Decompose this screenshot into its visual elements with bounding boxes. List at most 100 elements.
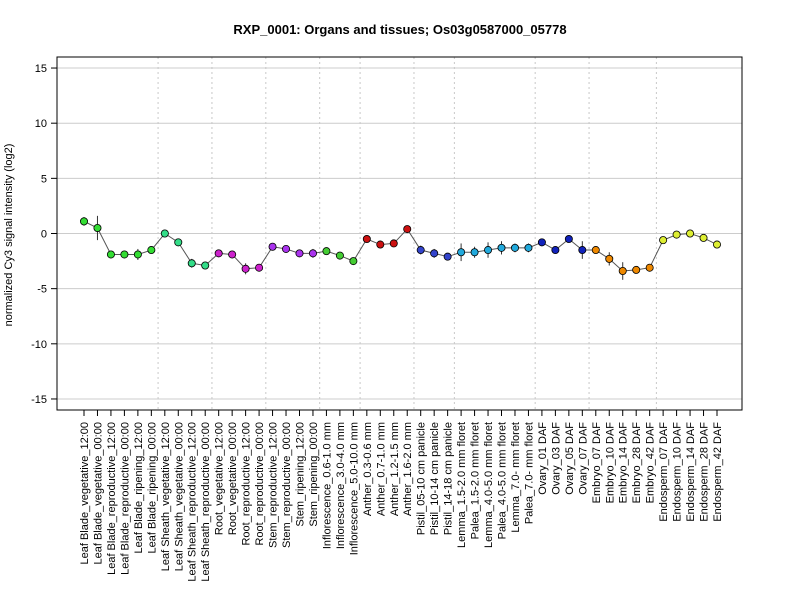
x-tick-label: Leaf Blade_ripening_00:00	[146, 422, 158, 554]
x-tick-label: Stem_ripening_00:00	[308, 422, 320, 527]
data-point	[174, 238, 183, 247]
data-point	[645, 263, 654, 272]
data-point	[672, 230, 681, 239]
data-point	[322, 247, 331, 256]
x-tick-label: Embryo_10 DAF	[604, 422, 616, 504]
data-point	[564, 235, 573, 244]
x-tick-label: Stem_ripening_12:00	[294, 422, 306, 527]
data-point	[133, 250, 142, 259]
x-tick-label: Pistil_10-14 cm panicle	[429, 422, 441, 535]
x-tick-label: Leaf Sheath_reproductive_00:00	[200, 422, 212, 582]
data-point	[470, 248, 479, 257]
x-tick-label: Pistil_05-10 cm panicle	[416, 422, 428, 535]
data-point	[349, 257, 358, 266]
series-layer	[80, 215, 722, 280]
data-point	[457, 248, 466, 257]
x-tick-label: Embryo_42 DAF	[645, 422, 657, 504]
x-tick-label: Root_reproductive_12:00	[241, 422, 253, 546]
x-tick-label: Lemma_4.0-5.0 mm floret	[483, 422, 495, 548]
x-tick-label: Embryo_28 DAF	[631, 422, 643, 504]
x-tick-label: Endosperm_28 DAF	[699, 422, 711, 522]
y-tick-label: 15	[35, 63, 47, 75]
data-point	[659, 236, 668, 245]
data-point	[362, 235, 371, 244]
data-point	[686, 229, 695, 238]
data-point	[497, 243, 506, 252]
data-point	[713, 240, 722, 249]
data-point	[214, 249, 223, 258]
x-tick-label: Leaf Sheath_vegetative_00:00	[173, 422, 185, 571]
data-point	[632, 265, 641, 274]
data-point	[147, 246, 156, 255]
x-tick-label: Leaf Blade_vegetative_00:00	[92, 422, 104, 565]
x-tick-label: Endosperm_10 DAF	[672, 422, 684, 522]
data-point	[308, 249, 317, 258]
x-tick-label: Anther_0.3-0.6 mm	[362, 422, 374, 516]
data-point	[228, 250, 237, 259]
x-tick-label: Root_vegetative_12:00	[214, 422, 226, 535]
x-tick-label: Leaf Sheath_vegetative_12:00	[160, 422, 172, 571]
data-point	[80, 217, 89, 226]
data-point	[389, 239, 398, 248]
data-point	[282, 244, 291, 253]
x-tick-label: Root_vegetative_00:00	[227, 422, 239, 535]
data-point	[160, 229, 169, 238]
x-tick-label: Leaf Blade_reproductive_12:00	[106, 422, 118, 575]
data-point	[120, 250, 129, 259]
data-point	[605, 254, 614, 263]
data-point	[187, 259, 196, 268]
data-point	[591, 246, 600, 255]
chart-title: RXP_0001: Organs and tissues; Os03g05870…	[233, 22, 566, 37]
axis-layer: -15 -10 -5 0 5 10 15 Leaf Blade_vegetative_12:0…	[31, 63, 724, 582]
x-tick-label: Palea_1.5-2.0 mm floret	[470, 422, 482, 539]
data-point	[443, 252, 452, 261]
data-point	[201, 261, 210, 270]
y-tick-label: 0	[41, 229, 47, 241]
x-tick-label: Endosperm_42 DAF	[712, 422, 724, 522]
x-tick-label: Leaf Blade_vegetative_12:00	[79, 422, 91, 565]
data-point	[295, 249, 304, 258]
data-point	[93, 223, 102, 232]
x-tick-label: Anther_1.6-2.0 mm	[402, 422, 414, 516]
y-tick-label: -15	[31, 394, 47, 406]
data-point	[484, 246, 493, 255]
data-point	[376, 240, 385, 249]
x-tick-label: Anther_0.7-1.0 mm	[375, 422, 387, 516]
y-tick-label: -10	[31, 339, 47, 351]
data-point	[510, 243, 519, 252]
data-point	[416, 246, 425, 255]
x-tick-label: Leaf Blade_ripening_12:00	[133, 422, 145, 554]
x-tick-label: Stem_reproductive_12:00	[268, 422, 280, 548]
x-tick-label: Root_reproductive_00:00	[254, 422, 266, 546]
x-tick-label: Leaf Blade_reproductive_00:00	[119, 422, 131, 575]
x-tick-label: Ovary_07 DAF	[577, 422, 589, 495]
data-point	[537, 238, 546, 247]
plot-frame	[56, 56, 743, 411]
x-tick-label: Ovary_03 DAF	[550, 422, 562, 495]
x-tick-label: Inflorescence_5.0-10.0 mm	[348, 422, 360, 555]
y-tick-label: -5	[37, 284, 47, 296]
x-tick-label: Lemma_7.0- mm floret	[510, 422, 522, 533]
data-point	[106, 250, 115, 259]
data-point	[255, 263, 264, 272]
data-point	[699, 233, 708, 242]
y-axis-label: normalized Cy3 signal intensity (log2)	[3, 144, 15, 327]
data-point	[335, 251, 344, 260]
data-point	[618, 267, 627, 276]
x-tick-label: Ovary_05 DAF	[564, 422, 576, 495]
x-tick-label: Endosperm_07 DAF	[658, 422, 670, 522]
x-tick-label: Lemma_1.5-2.0 mm floret	[456, 422, 468, 548]
data-point	[268, 242, 277, 251]
x-tick-label: Palea_4.0-5.0 mm floret	[497, 422, 509, 539]
x-tick-label: Ovary_01 DAF	[537, 422, 549, 495]
data-point	[241, 264, 250, 273]
y-tick-label: 5	[41, 173, 47, 185]
x-tick-label: Inflorescence_0.6-1.0 mm	[321, 422, 333, 549]
x-tick-label: Endosperm_14 DAF	[685, 422, 697, 522]
data-point	[551, 246, 560, 255]
grid-layer	[57, 57, 742, 410]
data-point	[524, 243, 533, 252]
x-tick-label: Pistil_14-18 cm panicle	[443, 422, 455, 535]
x-tick-label: Stem_reproductive_00:00	[281, 422, 293, 548]
